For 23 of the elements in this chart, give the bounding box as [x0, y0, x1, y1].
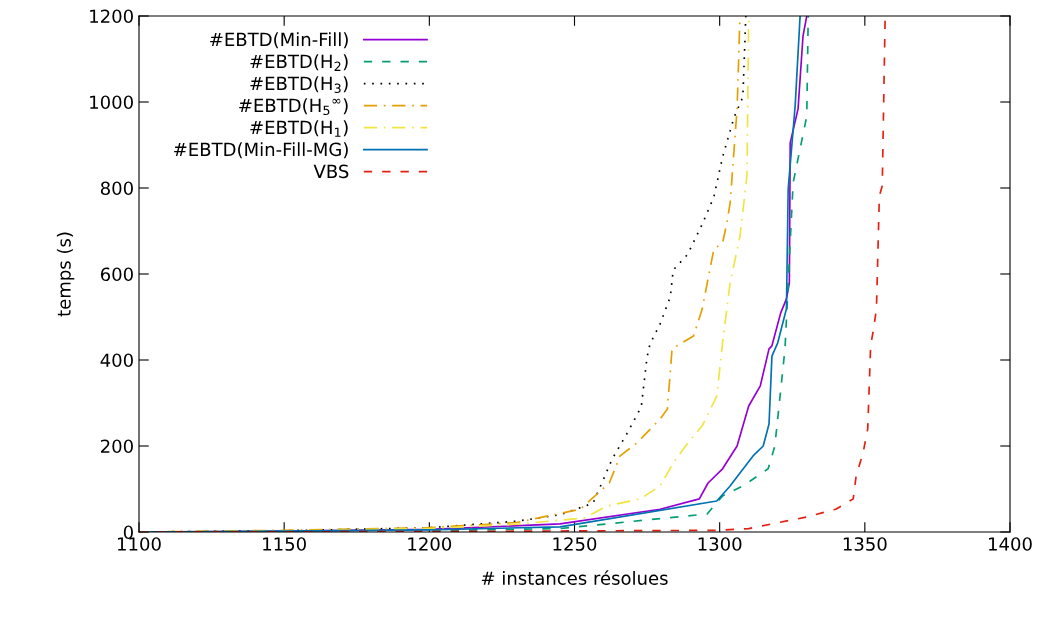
y-tick-label: 1000	[90, 95, 133, 110]
legend-label: #EBTD(H$_{1}$)	[250, 120, 348, 137]
legend-label: #EBTD(Min-Fill-MG)	[174, 142, 348, 159]
x-tick-label: 1150	[263, 537, 306, 551]
x-tick-label: 1300	[698, 537, 742, 551]
x-tick-label: 1200	[408, 537, 452, 551]
y-tick-label: 200	[101, 439, 133, 454]
y-tick-label: 400	[100, 353, 133, 368]
legend-label: #EBTD(Min-Fill)	[210, 32, 348, 49]
x-axis-title: # instances résolues	[481, 570, 668, 585]
y-axis-title: temps (s)	[56, 232, 75, 317]
y-tick-label: 0	[123, 525, 133, 540]
legend-label: #EBTD(H$_{3}$)	[250, 76, 348, 94]
legend-label: #EBTD(H$_{5}$$^{∞}$)	[239, 98, 348, 116]
y-tick-label: 800	[100, 181, 133, 196]
y-tick-label: 600	[100, 267, 133, 282]
legend-label: VBS	[313, 164, 349, 179]
legend-label: #EBTD(H$_{2}$)	[250, 54, 348, 71]
x-tick-label: 1400	[989, 537, 1032, 551]
x-tick-label: 1250	[553, 537, 597, 551]
x-tick-label: 1350	[843, 537, 887, 551]
x-tick-label: 1100	[118, 537, 161, 551]
y-tick-label: 1200	[90, 9, 133, 24]
